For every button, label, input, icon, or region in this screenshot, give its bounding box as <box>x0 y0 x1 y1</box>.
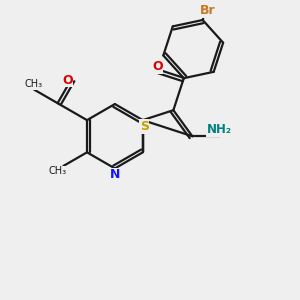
Text: Br: Br <box>200 4 215 17</box>
Text: N: N <box>110 168 120 182</box>
Text: CH₃: CH₃ <box>48 166 67 176</box>
Text: O: O <box>152 60 163 73</box>
Text: NH₂: NH₂ <box>207 123 232 136</box>
Text: O: O <box>62 74 73 87</box>
Text: CH₃: CH₃ <box>25 79 43 89</box>
Text: S: S <box>140 120 149 133</box>
